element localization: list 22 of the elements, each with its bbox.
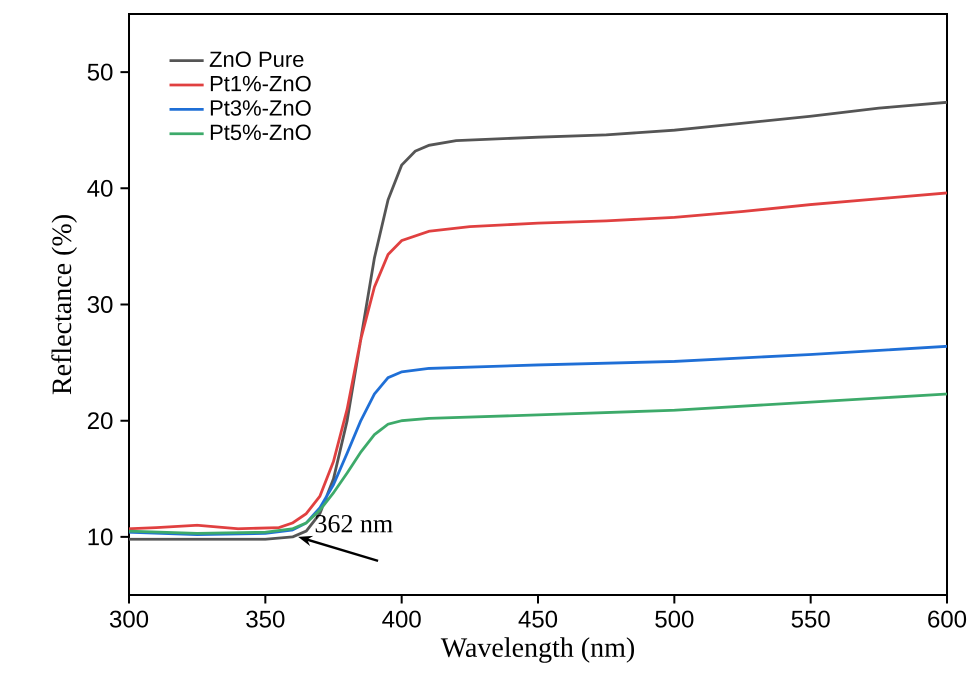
x-tick-label: 600 xyxy=(928,610,966,628)
x-tick-label: 350 xyxy=(246,610,284,628)
y-tick-label: 50 xyxy=(88,64,112,81)
y-tick-label: 10 xyxy=(88,528,112,546)
legend-label: Pt3%-ZnO xyxy=(210,100,311,116)
line-series xyxy=(129,192,948,530)
y-axis-title: Reflectance (%) xyxy=(51,215,77,394)
y-tick-label: 30 xyxy=(88,296,112,313)
legend-label: Pt1%-ZnO xyxy=(210,76,311,92)
x-tick-label: 500 xyxy=(655,610,694,628)
line-series xyxy=(129,100,948,541)
line-series xyxy=(129,392,948,535)
y-tick-label: 40 xyxy=(87,180,112,197)
x-axis-title: Wavelength (nm) xyxy=(440,637,634,663)
x-tick-label: 450 xyxy=(518,610,558,628)
y-tick-label: 20 xyxy=(88,412,112,430)
annotation: 362 nm xyxy=(316,515,393,532)
legend-label: ZnO Pure xyxy=(210,51,304,68)
legend-label: Pt5%-ZnO xyxy=(210,124,311,140)
x-tick-label: 400 xyxy=(382,610,421,628)
x-tick-label: 300 xyxy=(110,610,148,628)
x-tick-label: 550 xyxy=(792,610,830,628)
